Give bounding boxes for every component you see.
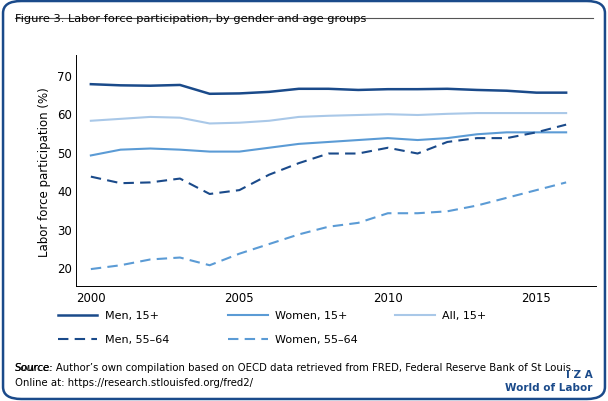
Text: World of Labor: World of Labor <box>505 382 593 392</box>
Y-axis label: Labor force participation (%): Labor force participation (%) <box>38 87 52 256</box>
Text: Online at: https://research.stlouisfed.org/fred2/: Online at: https://research.stlouisfed.o… <box>15 377 253 387</box>
Text: Women, 15+: Women, 15+ <box>275 310 347 320</box>
Text: Source: Author’s own compilation based on OECD data retrieved from FRED, Federal: Source: Author’s own compilation based o… <box>15 363 575 373</box>
Text: Source:: Source: <box>15 363 54 373</box>
Text: Men, 15+: Men, 15+ <box>105 310 159 320</box>
Text: Figure 3. Labor force participation, by gender and age groups: Figure 3. Labor force participation, by … <box>15 14 367 24</box>
Text: I Z A: I Z A <box>566 369 593 379</box>
Text: All, 15+: All, 15+ <box>442 310 486 320</box>
Text: Women, 55–64: Women, 55–64 <box>275 334 358 344</box>
Text: Men, 55–64: Men, 55–64 <box>105 334 169 344</box>
